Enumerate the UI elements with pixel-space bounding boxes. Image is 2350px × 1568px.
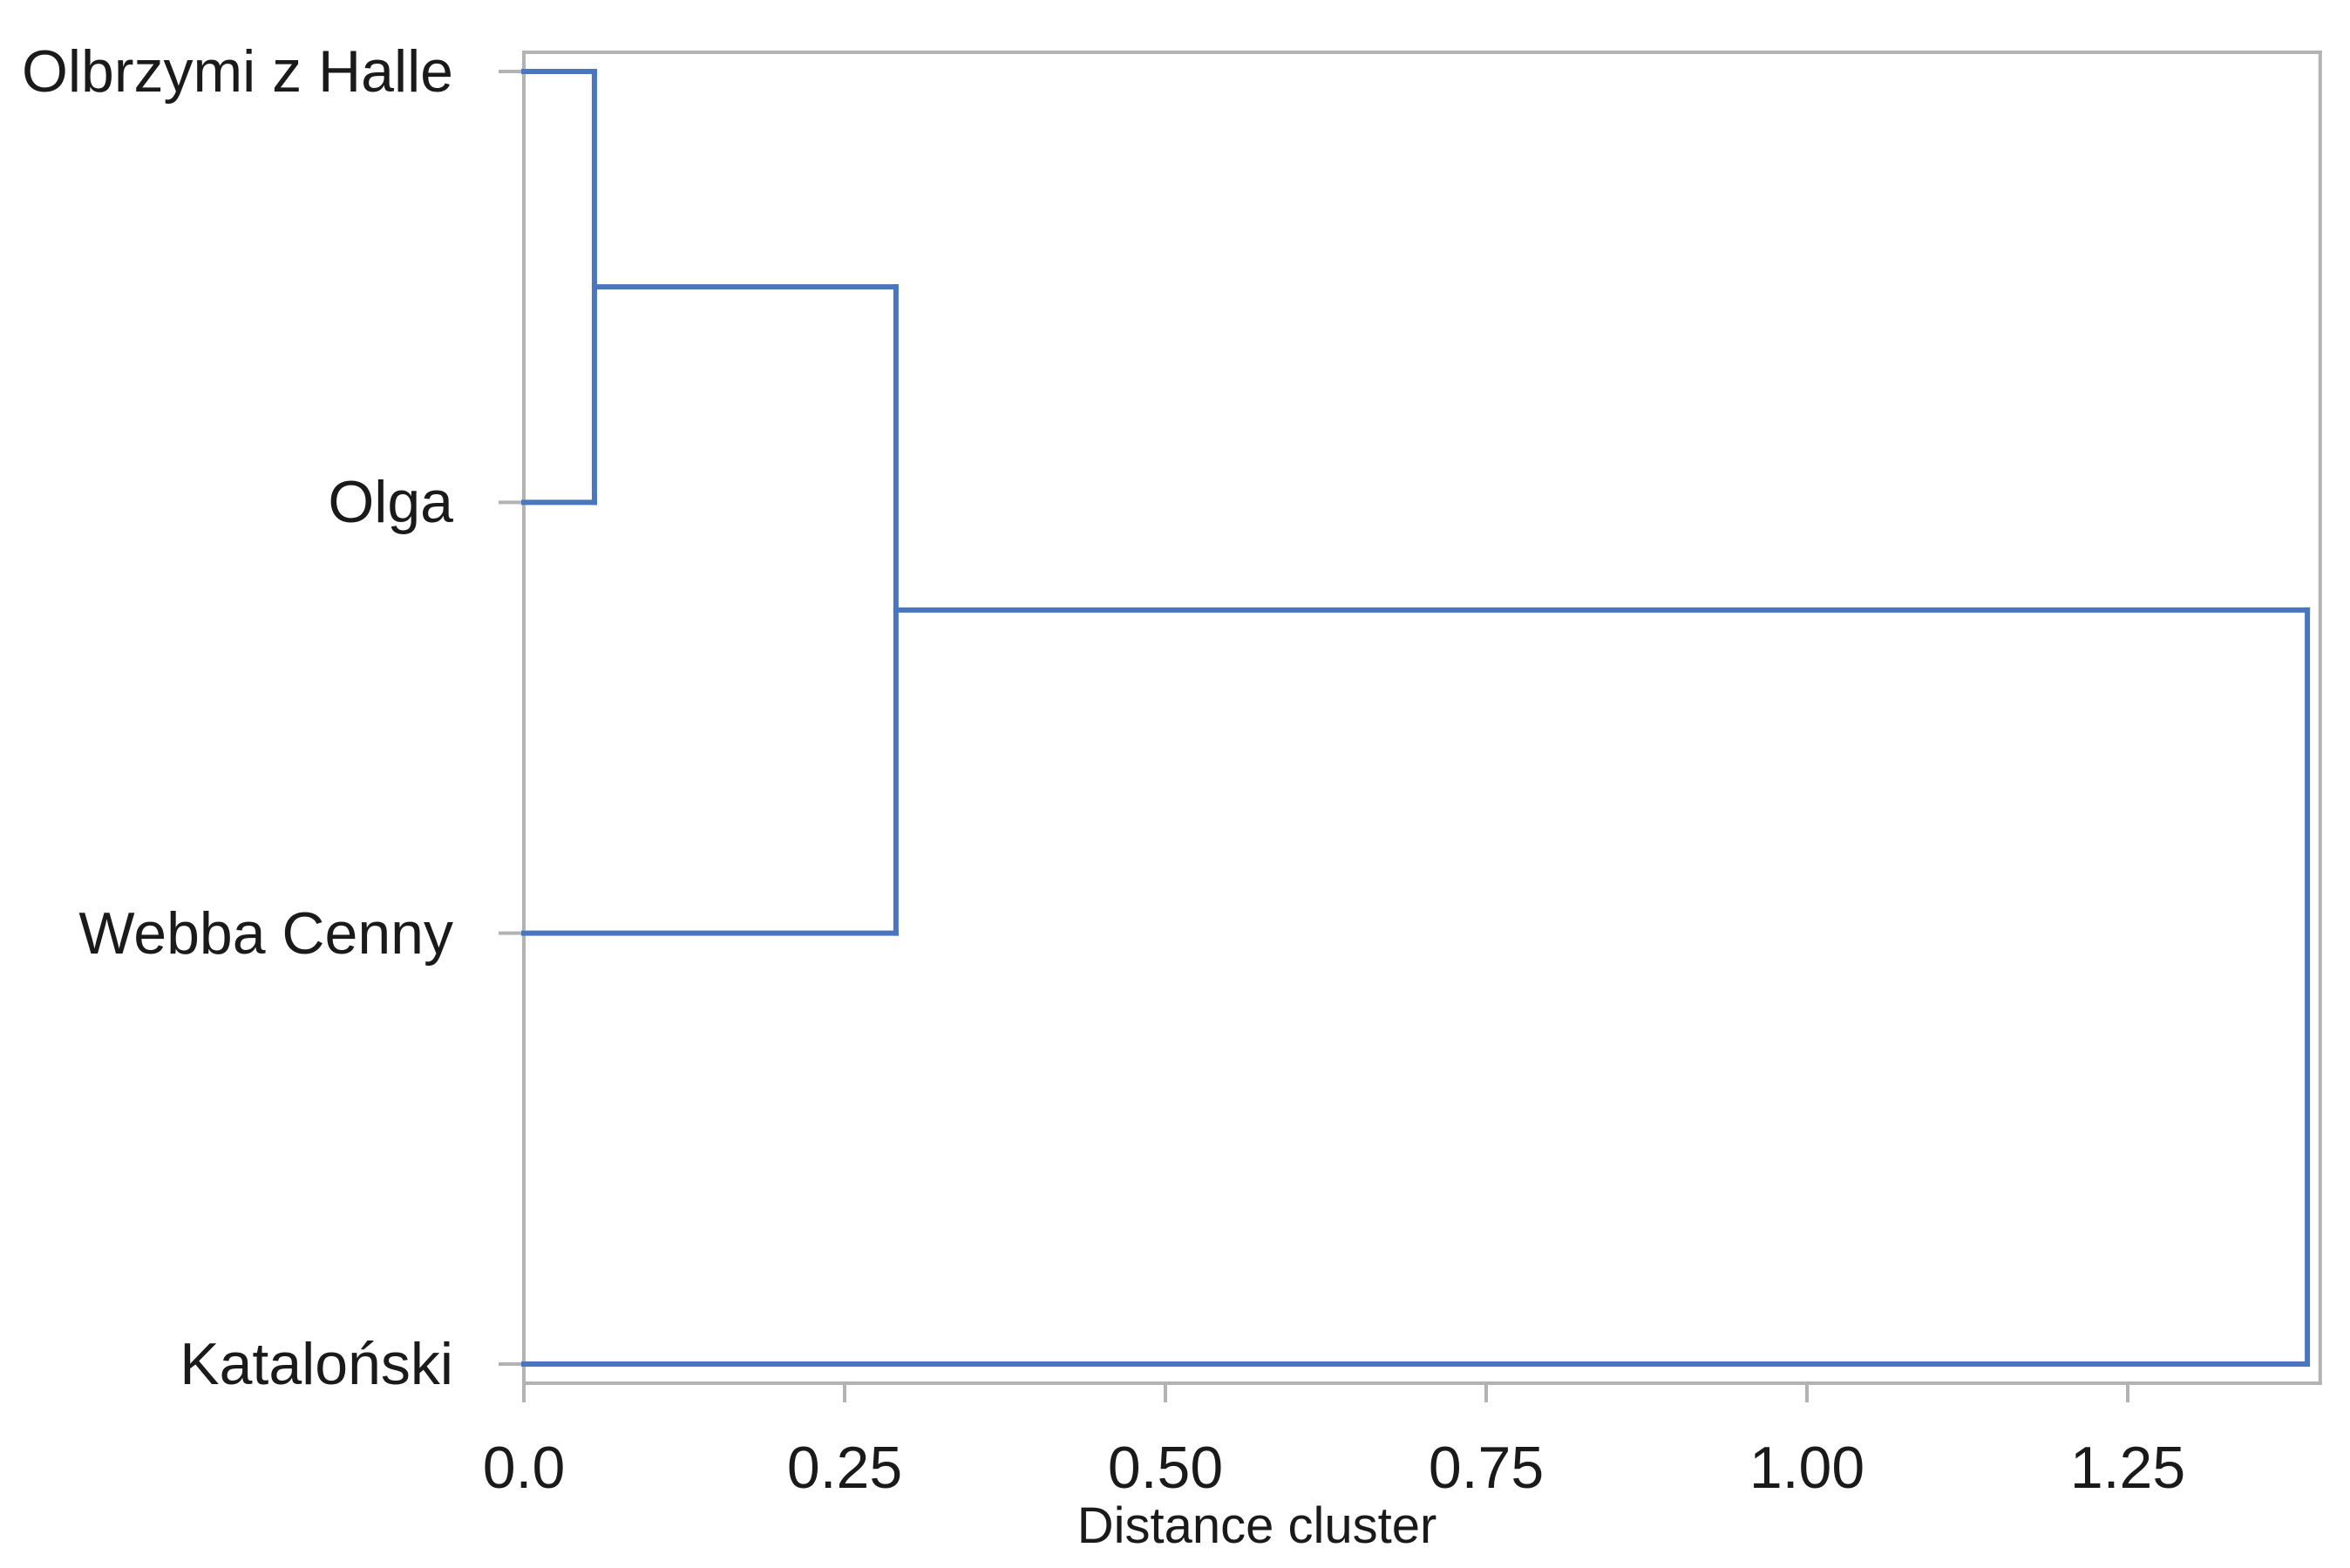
leaf-label-webba-cenny: Webba Cenny: [78, 899, 453, 967]
x-tick-label-4: 1.00: [1749, 1435, 1865, 1501]
x-tick-label-2: 0.50: [1107, 1435, 1224, 1501]
x-tick-label-1: 0.25: [786, 1435, 903, 1501]
x-axis-title: Distance cluster: [1077, 1497, 1437, 1554]
leaf-label-olga: Olga: [328, 469, 453, 536]
leaf-label-katalonski: Kataloński: [180, 1331, 453, 1397]
leaf-label-olbrzymi-z-halle: Olbrzymi z Halle: [22, 38, 453, 105]
x-tick-label-5: 1.25: [2069, 1435, 2186, 1501]
x-tick-label-3: 0.75: [1428, 1435, 1545, 1501]
x-tick-label-0: 0.0: [482, 1435, 566, 1501]
